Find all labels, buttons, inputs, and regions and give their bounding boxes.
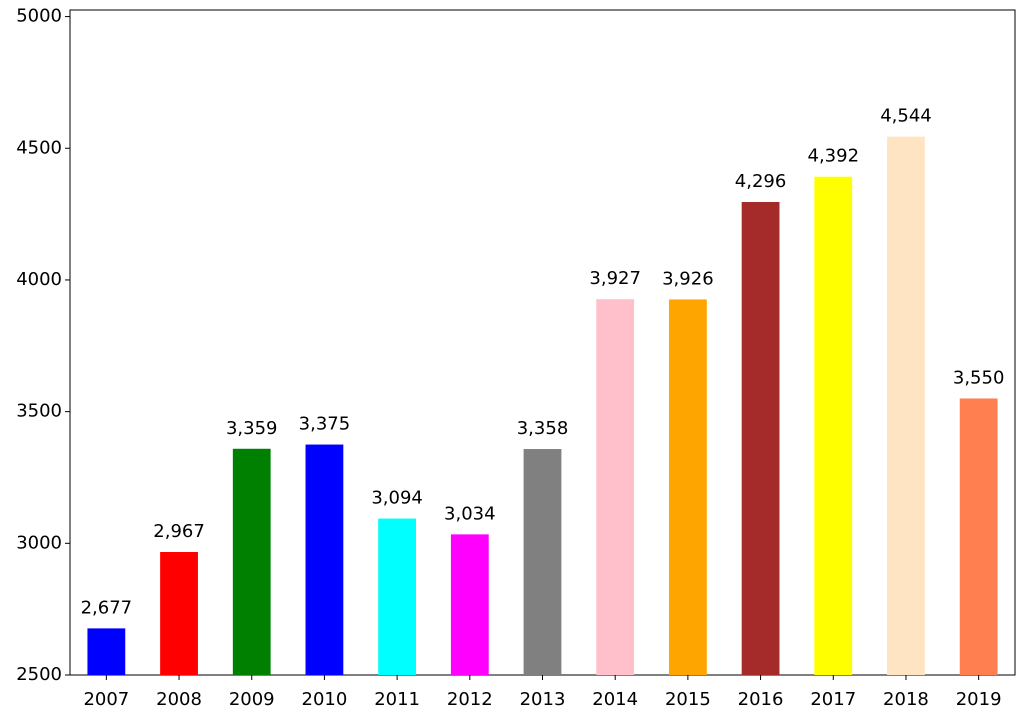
value-label: 3,034 xyxy=(444,503,496,524)
y-tick-label: 4000 xyxy=(16,269,62,290)
bar xyxy=(741,201,780,675)
bar xyxy=(305,444,344,675)
value-label: 2,967 xyxy=(153,521,205,542)
bar xyxy=(596,299,635,675)
y-tick-label: 3000 xyxy=(16,532,62,553)
value-label: 3,927 xyxy=(589,268,641,289)
x-tick-label: 2015 xyxy=(665,689,711,710)
x-tick-label: 2012 xyxy=(447,689,493,710)
bar xyxy=(959,398,998,675)
x-tick-label: 2016 xyxy=(738,689,784,710)
bar xyxy=(814,176,853,676)
value-label: 3,359 xyxy=(226,418,278,439)
value-label: 3,375 xyxy=(299,414,351,435)
x-tick-label: 2019 xyxy=(956,689,1002,710)
y-tick-label: 5000 xyxy=(16,6,62,27)
value-label: 4,296 xyxy=(735,171,787,192)
value-label: 3,550 xyxy=(953,367,1005,388)
x-tick-label: 2011 xyxy=(374,689,420,710)
value-label: 3,094 xyxy=(371,488,423,509)
value-label: 4,544 xyxy=(880,106,932,127)
bar xyxy=(160,552,198,675)
bar xyxy=(887,136,925,676)
x-tick-label: 2008 xyxy=(156,689,202,710)
value-label: 3,926 xyxy=(662,268,714,289)
x-tick-label: 2014 xyxy=(592,689,638,710)
bar xyxy=(378,518,417,675)
value-label: 3,358 xyxy=(517,418,569,439)
x-tick-label: 2013 xyxy=(520,689,566,710)
y-tick-label: 2500 xyxy=(16,664,62,685)
x-tick-label: 2018 xyxy=(883,689,929,710)
bar xyxy=(232,448,271,675)
bar xyxy=(450,534,489,675)
value-label: 2,677 xyxy=(81,597,133,618)
bar xyxy=(87,628,126,675)
x-tick-label: 2010 xyxy=(302,689,348,710)
bar xyxy=(668,299,707,675)
x-tick-label: 2007 xyxy=(83,689,129,710)
x-tick-label: 2017 xyxy=(810,689,856,710)
value-label: 4,392 xyxy=(808,146,860,167)
x-tick-label: 2009 xyxy=(229,689,275,710)
bar xyxy=(523,449,562,675)
y-tick-label: 4500 xyxy=(16,137,62,158)
y-tick-label: 3500 xyxy=(16,401,62,422)
